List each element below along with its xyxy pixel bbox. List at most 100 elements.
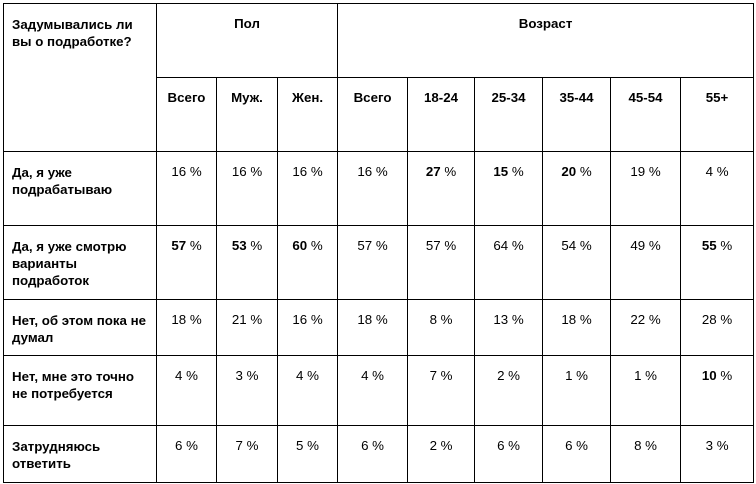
value-cell: 4 % (156, 355, 217, 426)
value-unit: % (576, 368, 588, 383)
col-header-gender-total: Всего (156, 77, 217, 152)
value-cell: 8 % (407, 299, 476, 356)
value-number: 8 (634, 438, 642, 453)
value-unit: % (716, 164, 729, 179)
value-number: 21 (231, 312, 247, 327)
value-cell: 20 % (542, 151, 612, 226)
col-header-age-18-24: 18-24 (407, 77, 476, 152)
value-unit: % (648, 238, 661, 253)
value-unit: % (648, 312, 661, 327)
value-unit: % (372, 438, 384, 453)
value-unit: % (444, 164, 457, 179)
value-unit: % (579, 238, 592, 253)
col-header-age-45-54: 45-54 (610, 77, 682, 152)
value-cell: 6 % (337, 425, 409, 483)
value-unit: % (440, 368, 453, 383)
header-sub-row: Всего Муж. Жен. Всего 18-24 25-34 35-44 … (4, 77, 755, 152)
value-unit: % (250, 164, 263, 179)
value-unit: % (307, 438, 319, 453)
value-unit: % (720, 368, 733, 383)
value-unit: % (310, 312, 323, 327)
col-header-age-total: Всего (337, 77, 409, 152)
value-cell: 18 % (156, 299, 217, 356)
value-number: 49 (630, 238, 646, 253)
value-number: 16 (292, 312, 308, 327)
value-unit: % (189, 312, 202, 327)
value-unit: % (645, 438, 657, 453)
value-number: 20 (561, 164, 577, 179)
value-cell: 54 % (542, 225, 612, 300)
value-cell: 3 % (680, 425, 755, 483)
row-label: Да, я уже смотрю варианты подработок (3, 225, 157, 300)
value-unit: % (720, 238, 733, 253)
value-unit: % (250, 312, 263, 327)
value-number: 16 (231, 164, 247, 179)
value-cell: 64 % (474, 225, 544, 300)
value-cell: 3 % (216, 355, 278, 426)
col-header-age-55-plus: 55+ (680, 77, 755, 152)
value-number: 4 (361, 368, 369, 383)
value-cell: 49 % (610, 225, 682, 300)
row-label: Нет, мне это точно не потребуется (3, 355, 157, 426)
value-number: 7 (429, 368, 437, 383)
value-cell: 2 % (474, 355, 544, 426)
value-cell: 6 % (156, 425, 217, 483)
value-cell: 18 % (542, 299, 612, 356)
value-unit: % (186, 368, 198, 383)
value-unit: % (645, 368, 657, 383)
col-header-male: Муж. (216, 77, 278, 152)
age-group-header: Возраст (337, 3, 755, 78)
value-cell: 15 % (474, 151, 544, 226)
value-number: 22 (630, 312, 646, 327)
table-row: Затрудняюсь ответить 6 % 7 % 5 % 6 % 2 % 6 % 6 … (3, 425, 755, 483)
value-number: 54 (561, 238, 577, 253)
value-unit: % (375, 164, 388, 179)
value-unit: % (511, 312, 524, 327)
value-number: 2 (497, 368, 505, 383)
value-number: 4 (705, 164, 713, 179)
value-cell: 57 % (407, 225, 476, 300)
value-cell: 16 % (337, 151, 409, 226)
value-number: 53 (231, 238, 247, 253)
value-unit: % (576, 438, 588, 453)
value-unit: % (375, 312, 388, 327)
value-unit: % (444, 238, 457, 253)
value-unit: % (189, 164, 202, 179)
value-cell: 16 % (276, 299, 339, 356)
value-cell: 27 % (407, 151, 476, 226)
table-row: Да, я уже смотрю варианты подработок 57 %… (3, 225, 755, 300)
value-cell: 19 % (610, 151, 682, 226)
value-unit: % (720, 312, 733, 327)
value-unit: % (579, 312, 592, 327)
value-cell: 4 % (276, 355, 339, 426)
value-number: 6 (565, 438, 573, 453)
value-unit: % (372, 368, 384, 383)
value-cell: 5 % (276, 425, 339, 483)
col-header-female: Жен. (276, 77, 339, 152)
value-unit: % (511, 164, 524, 179)
value-cell: 60 % (276, 225, 339, 300)
value-cell: 22 % (610, 299, 682, 356)
col-header-age-35-44: 35-44 (542, 77, 612, 152)
value-unit: % (375, 238, 388, 253)
value-number: 6 (361, 438, 369, 453)
value-unit: % (579, 164, 592, 179)
value-number: 27 (425, 164, 441, 179)
value-number: 55 (701, 238, 717, 253)
value-number: 16 (171, 164, 187, 179)
value-number: 3 (235, 368, 243, 383)
table-row: Нет, об этом пока не думал 18 % 21 % 16 % 18… (3, 299, 755, 356)
value-number: 16 (292, 164, 308, 179)
row-label: Нет, об этом пока не думал (3, 299, 157, 356)
value-cell: 21 % (216, 299, 278, 356)
col-header-age-25-34: 25-34 (474, 77, 544, 152)
value-cell: 7 % (407, 355, 476, 426)
value-number: 13 (493, 312, 509, 327)
value-cell: 10 % (680, 355, 755, 426)
gender-group-header: Пол (155, 3, 339, 78)
value-cell: 16 % (156, 151, 217, 226)
table-row: Нет, мне это точно не потребуется 4 % 3 % 4… (3, 355, 755, 426)
value-number: 7 (235, 438, 243, 453)
value-cell: 6 % (542, 425, 612, 483)
value-cell: 28 % (680, 299, 755, 356)
